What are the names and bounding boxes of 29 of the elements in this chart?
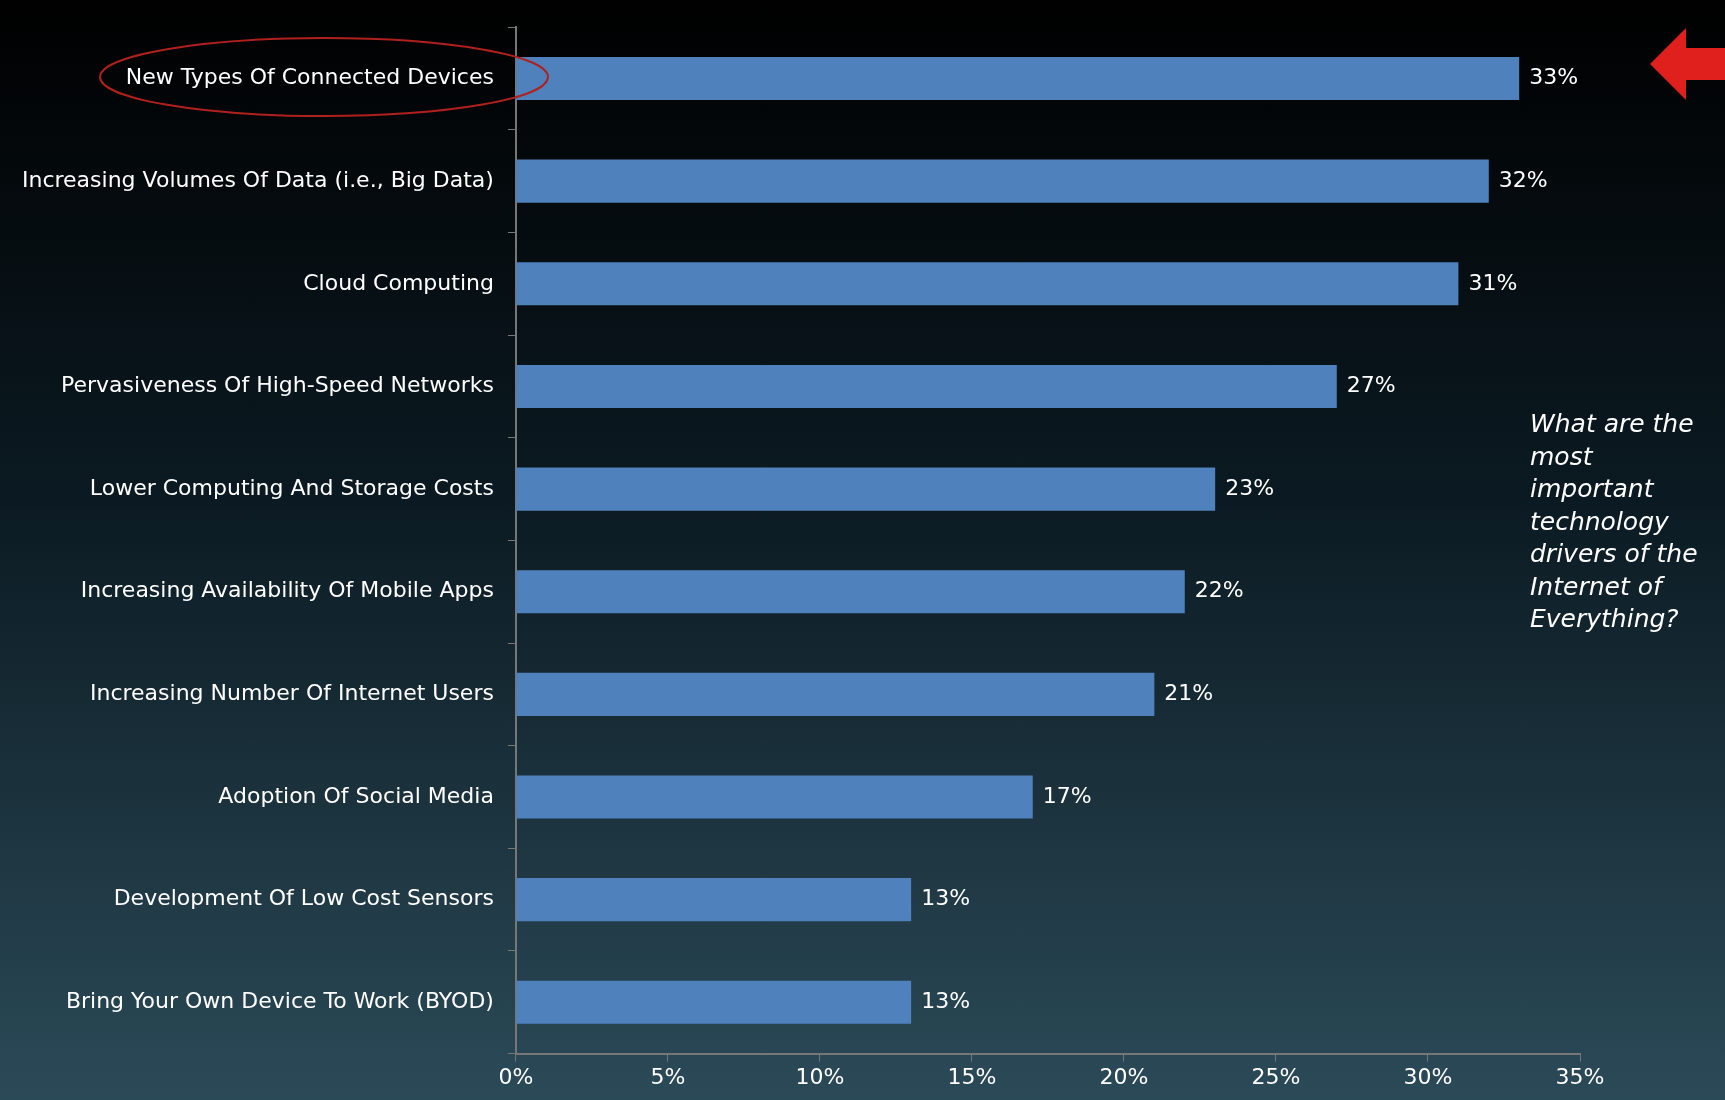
y-tick-label: Development Of Low Cost Sensors [113,885,494,911]
data-label: 27% [1346,372,1396,398]
data-label: 13% [921,885,971,911]
x-tick-label: 10% [795,1063,845,1089]
y-tick-label: Increasing Volumes Of Data (i.e., Big Data) [21,166,494,192]
data-label: 17% [1042,782,1092,808]
annotation: What are the most important technology drivers of the Internet of Everything? [1530,408,1699,635]
y-tick-label: Increasing Availability Of Mobile Apps [80,577,494,603]
x-tick-label: 15% [947,1063,997,1089]
x-tick-label: 20% [1099,1063,1149,1089]
x-tick-label: 5% [650,1063,686,1089]
data-label: 22% [1194,577,1244,603]
x-tick-label: 30% [1403,1063,1453,1089]
y-tick-label: New Types Of Connected Devices [125,64,494,90]
data-label: 13% [921,988,971,1013]
x-tick-label: 25% [1251,1063,1301,1089]
y-tick-label: Increasing Number Of Internet Users [89,680,494,706]
data-label: 31% [1468,269,1518,295]
data-label: 33% [1529,64,1579,90]
data-label: 23% [1225,474,1275,500]
y-tick-label: Lower Computing And Storage Costs [89,474,494,500]
y-tick-label: Adoption Of Social Media [218,782,494,808]
data-label: 32% [1498,166,1548,192]
x-tick-label: 0% [498,1063,534,1089]
y-tick-label: Cloud Computing [303,269,494,295]
data-label: 21% [1164,680,1214,706]
y-tick-label: Bring Your Own Device To Work (BYOD) [65,988,494,1013]
x-tick-label: 35% [1555,1063,1605,1089]
y-tick-label: Pervasiveness Of High-Speed Networks [60,372,494,398]
